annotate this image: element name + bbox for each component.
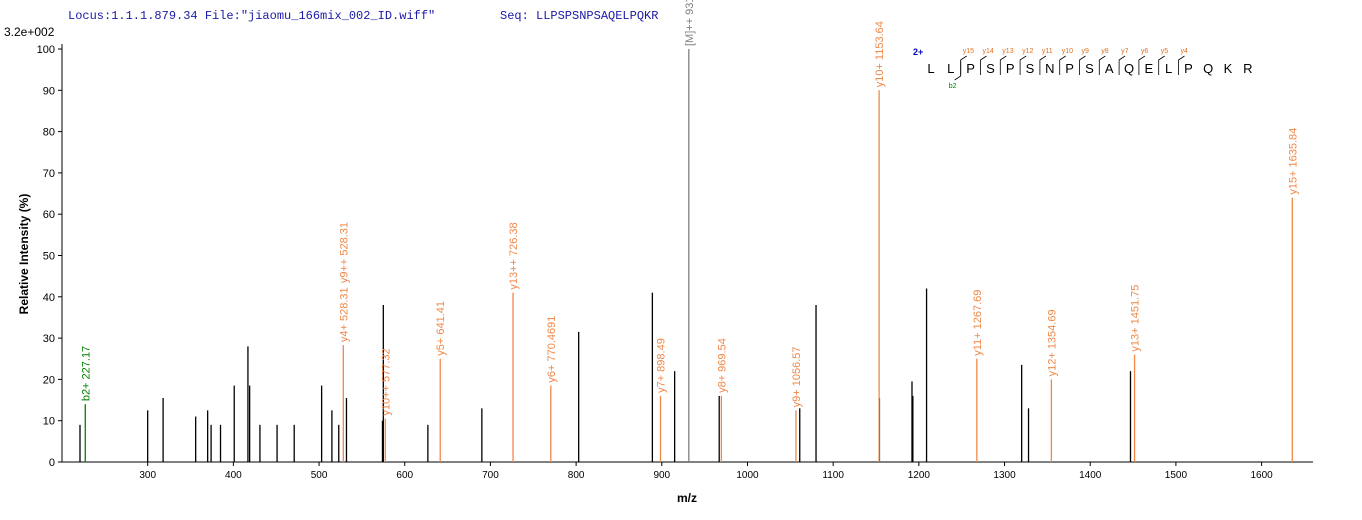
y-tick-label: 100 [37,44,55,56]
x-tick-label: 1500 [1165,470,1188,481]
x-tick-label: 800 [568,470,585,481]
b-ion-label: b2 [949,83,957,90]
peak-label: b2+ 227.17 [80,346,92,401]
peak-label: y8+ 969.54 [716,338,728,393]
y-axis-label: Relative Intensity (%) [17,194,31,315]
y-ion-label: y9 [1082,48,1090,55]
peak-label: y9+ 1056.57 [791,347,803,408]
header-locus: Locus:1.1.1.879.34 File:"jiaomu_166mix_0… [68,9,435,23]
residue: P [1065,61,1074,76]
peak-label: y13++ 726.38 [508,222,520,289]
residue: K [1224,61,1233,76]
x-tick-label: 700 [482,470,499,481]
y-tick-label: 30 [43,333,55,345]
y-ion-label: y12 [1022,48,1033,55]
y-ion-label: y13 [1002,48,1013,55]
y-ion-marker [1059,55,1066,75]
x-tick-label: 1000 [736,470,759,481]
residue: S [1085,61,1094,76]
peak-label: y10+ 1153.64 [874,21,886,87]
peak-label: y13+ 1451.75 [1130,285,1142,352]
residue: E [1144,61,1153,76]
y-tick-label: 10 [43,416,55,428]
y-tick-label: 80 [43,127,55,139]
x-tick-label: 1600 [1250,470,1273,481]
residue: P [1184,61,1193,76]
y-ion-marker [1079,55,1086,75]
y-ion-label: y7 [1121,48,1129,55]
peak-label: y9++ 528.31 [338,222,350,283]
residue: Q [1124,61,1134,76]
header-seq: Seq: LLPSPSNPSAQELPQKR [500,9,658,23]
y-ion-label: y6 [1141,48,1149,55]
y-ion-label: y4 [1181,48,1189,55]
residue: N [1045,61,1054,76]
x-tick-label: 1400 [1079,470,1102,481]
residue: L [927,61,934,76]
y-tick-label: 40 [43,292,55,304]
y-ion-marker [980,55,987,75]
x-tick-label: 500 [311,470,328,481]
y-ion-marker [1138,55,1146,75]
x-tick-label: 300 [139,470,156,481]
y-ion-marker [1158,55,1165,75]
residue: A [1105,61,1114,76]
peak-label: y15+ 1635.84 [1287,128,1299,195]
residue: S [1026,61,1035,76]
residue: P [966,61,975,76]
charge-label: 2+ [913,47,923,57]
peak-label: y4+ 528.31 [338,287,350,342]
x-tick-label: 1300 [993,470,1016,481]
y-tick-label: 90 [43,85,55,97]
peak-label: [M]++ 931.53 [684,0,696,46]
x-tick-label: 900 [653,470,670,481]
y-tick-label: 70 [43,168,55,180]
y-tick-label: 60 [43,209,55,221]
y-ion-marker [1118,55,1126,75]
y-ion-marker [999,55,1007,75]
y-tick-label: 20 [43,374,55,386]
b-ion-marker [954,61,962,81]
y-ion-marker [1178,55,1185,75]
y-ion-marker [1039,55,1047,75]
x-axis-label: m/z [677,491,697,505]
peak-label: y10++ 577.32 [380,348,392,415]
residue: L [947,61,954,76]
peak-label: y5+ 641.41 [435,301,447,356]
x-tick-label: 1100 [822,470,844,481]
y-tick-label: 0 [49,457,55,469]
residue: L [1165,61,1172,76]
y-ion-label: y10 [1062,48,1073,55]
y-ion-marker [1098,55,1106,75]
peak-label: y7+ 898.49 [656,338,668,393]
residue: P [1006,61,1015,76]
residue: R [1243,61,1252,76]
y-ion-marker [1019,55,1027,75]
x-tick-label: 400 [225,470,242,481]
y-ion-label: y14 [983,48,994,55]
y-ion-label: y11 [1042,48,1053,55]
scale-label: 3.2e+002 [4,25,55,39]
residue: Q [1203,61,1213,76]
peak-label: y6+ 770.4691 [546,316,558,383]
y-ion-label: y8 [1101,48,1109,55]
y-ion-label: y15 [963,48,974,55]
y-tick-label: 50 [43,251,55,263]
x-tick-label: 600 [396,470,413,481]
peak-label: y12+ 1354.69 [1046,309,1058,376]
x-tick-label: 1200 [908,470,931,481]
y-ion-label: y5 [1161,48,1169,55]
peak-label: y11+ 1267.69 [972,290,984,356]
residue: S [986,61,995,76]
